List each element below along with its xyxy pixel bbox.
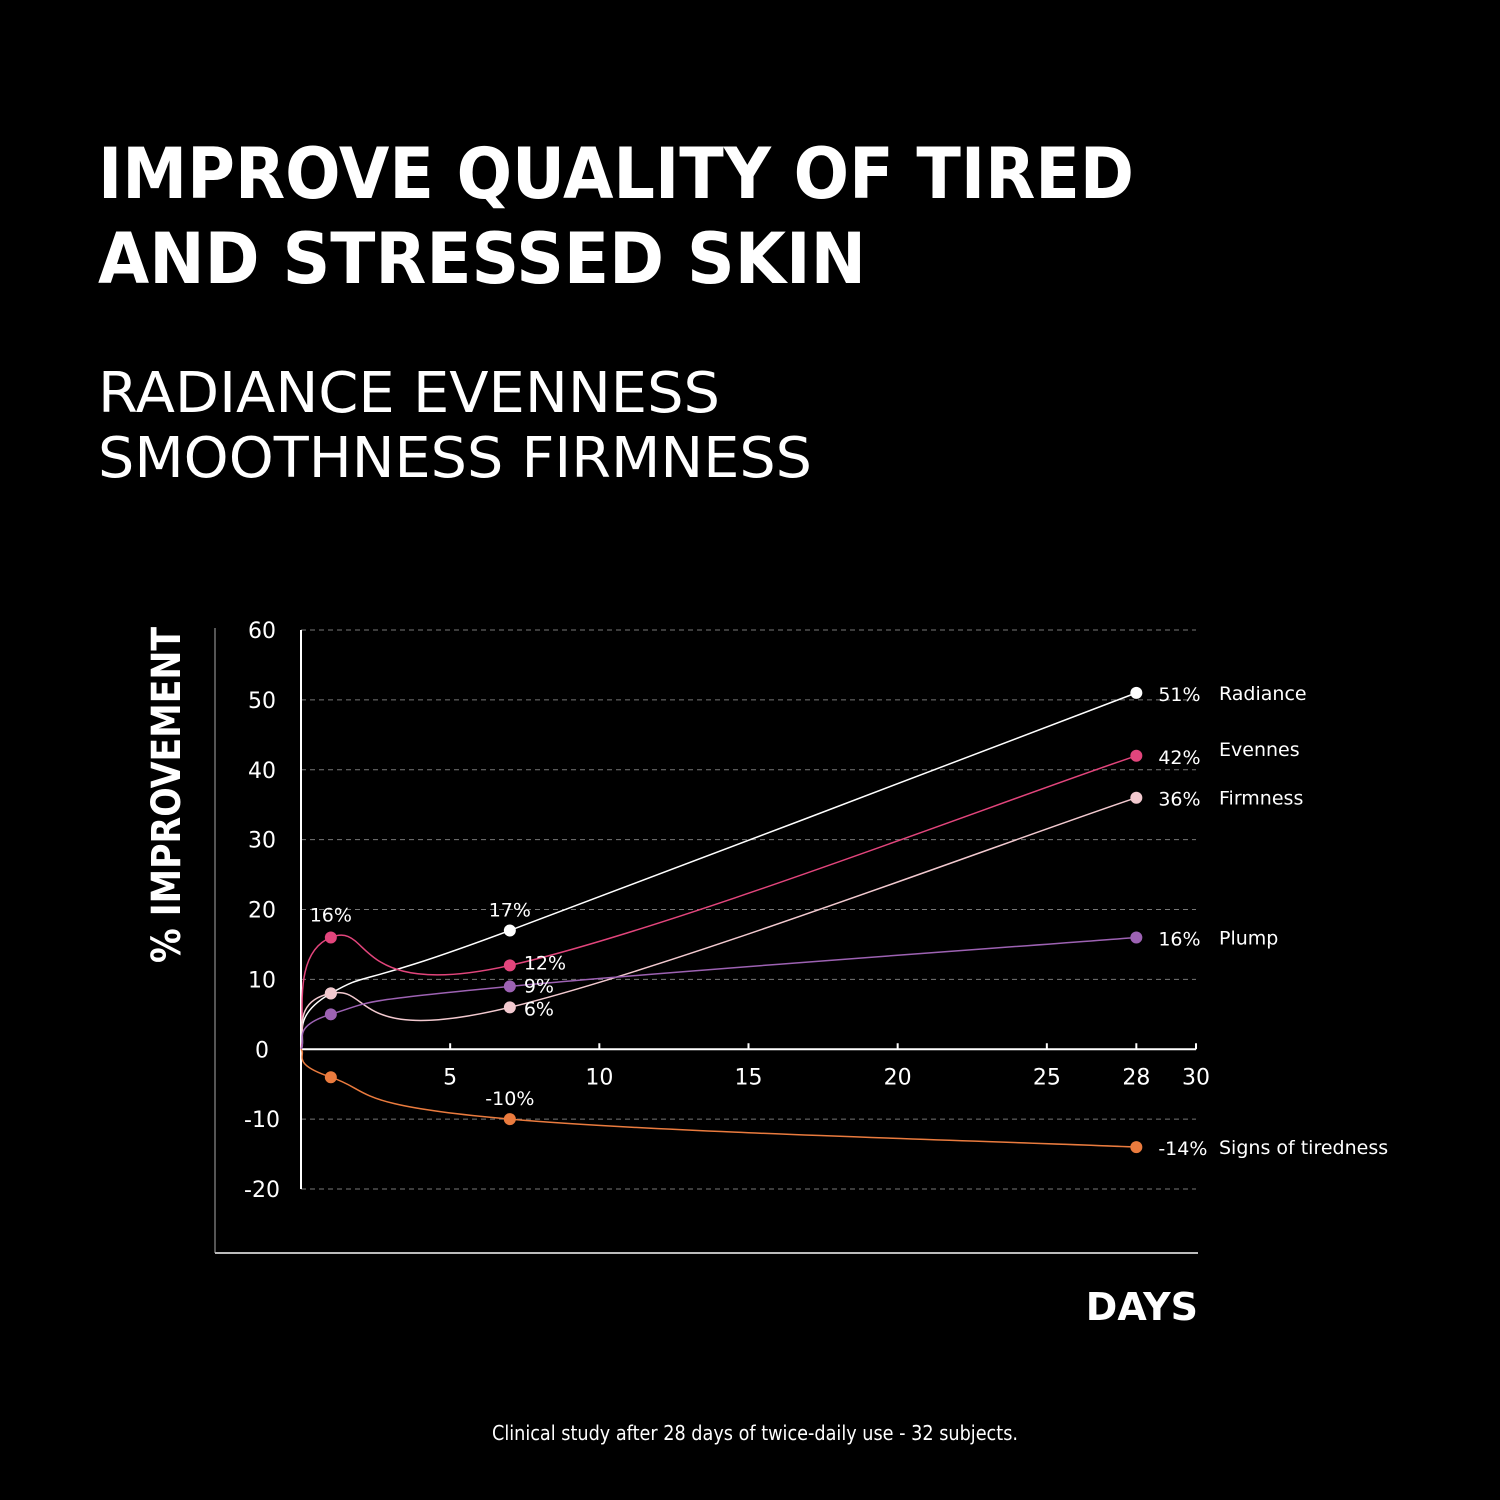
data-label: 36% — [1158, 789, 1200, 811]
data-label: 16% — [310, 904, 352, 926]
data-point — [1130, 686, 1143, 699]
data-point — [1130, 931, 1143, 944]
data-point — [324, 1071, 337, 1084]
data-label: 12% — [524, 952, 566, 974]
x-tick-label: 20 — [884, 1065, 912, 1090]
data-label: -10% — [485, 1088, 534, 1110]
data-label: 51% — [1158, 684, 1200, 706]
title-line: AND STRESSED SKIN — [98, 218, 866, 300]
y-tick-label: 10 — [248, 968, 276, 993]
data-point — [1130, 791, 1143, 804]
data-point — [1130, 749, 1143, 762]
y-tick-label: -10 — [244, 1108, 280, 1133]
y-tick-label: 50 — [248, 689, 276, 714]
subtitle-line: RADIANCE EVENNESS — [98, 361, 720, 426]
footnote: Clinical study after 28 days of twice-da… — [492, 1421, 1018, 1445]
data-point — [503, 1001, 516, 1014]
series-line — [300, 796, 1137, 1050]
legend-label: Plump — [1219, 927, 1278, 949]
title-line: IMPROVE QUALITY OF TIRED — [98, 133, 1134, 215]
x-tick-label: 5 — [443, 1065, 457, 1090]
data-point — [503, 980, 516, 993]
legend-label: Evennes — [1219, 739, 1300, 761]
data-label: -14% — [1158, 1138, 1207, 1160]
subtitle-line: SMOOTHNESS FIRMNESS — [98, 426, 812, 491]
y-tick-label: 30 — [248, 829, 276, 854]
y-tick-label: 40 — [248, 759, 276, 784]
y-tick-label: 0 — [255, 1038, 269, 1063]
data-point — [324, 1008, 337, 1021]
legend-label: Radiance — [1219, 683, 1307, 705]
data-point — [503, 924, 516, 937]
series-line — [300, 755, 1137, 1050]
data-point — [503, 1113, 516, 1126]
data-label: 9% — [524, 975, 554, 997]
x-tick-label: 30 — [1182, 1065, 1210, 1090]
data-point — [1130, 1141, 1143, 1154]
data-label: 42% — [1158, 747, 1200, 769]
y-tick-label: 60 — [248, 619, 276, 644]
data-point — [503, 959, 516, 972]
data-label: 6% — [524, 998, 554, 1020]
data-point — [324, 987, 337, 1000]
x-tick-label: 15 — [735, 1065, 763, 1090]
y-tick-label: 20 — [248, 899, 276, 924]
x-tick-label: 25 — [1033, 1065, 1061, 1090]
legend-label: Signs of tiredness — [1219, 1137, 1388, 1159]
y-axis-title: % IMPROVEMENT — [144, 626, 190, 963]
x-tick-label: 10 — [585, 1065, 613, 1090]
legend-label: Firmness — [1219, 788, 1303, 810]
x-axis-title: DAYS — [1086, 1285, 1198, 1329]
data-label: 16% — [1158, 928, 1200, 950]
data-label: 17% — [489, 899, 531, 921]
x-tick-label: 28 — [1122, 1065, 1150, 1090]
data-point — [324, 931, 337, 944]
y-tick-label: -20 — [244, 1178, 280, 1203]
